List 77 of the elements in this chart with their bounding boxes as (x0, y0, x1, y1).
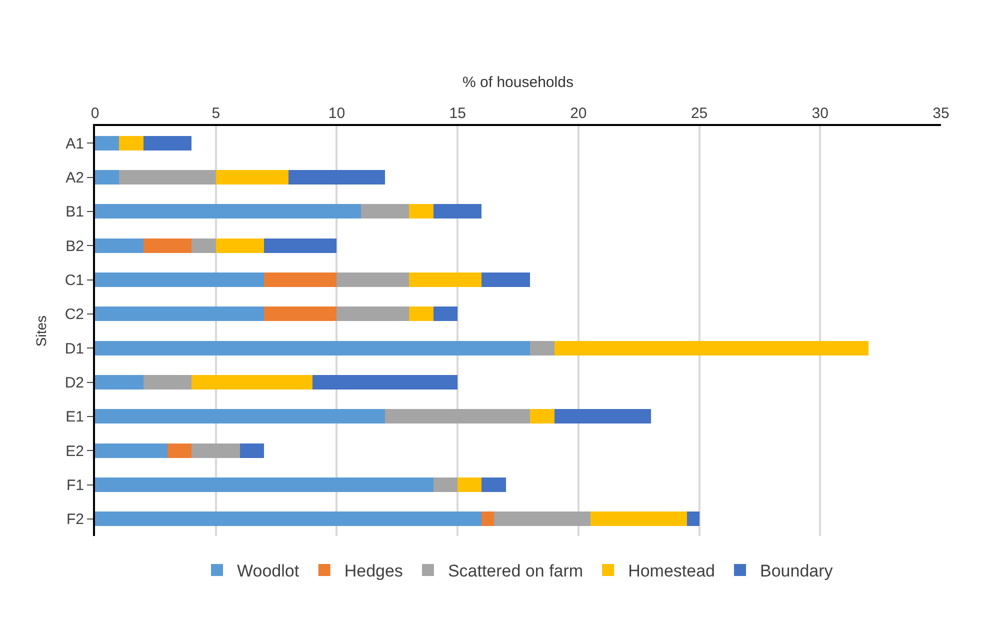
bar (312, 375, 458, 390)
x-tick-label: 5 (212, 105, 220, 122)
x-tick-label: 0 (90, 105, 100, 122)
bar (95, 136, 120, 150)
y-tick-label: C2 (64, 306, 84, 324)
bar (143, 238, 192, 253)
x-tick-label: 30 (812, 105, 828, 122)
bar (95, 238, 144, 253)
bar (119, 136, 144, 150)
y-tick-label: E2 (66, 442, 84, 460)
bar (95, 204, 361, 219)
x-axis-title: % of households (462, 74, 574, 91)
bar (554, 409, 651, 424)
y-tick-label: A1 (66, 135, 84, 152)
x-tick-label: 10 (328, 105, 346, 122)
bar (590, 512, 688, 526)
y-tick-label: A2 (66, 170, 84, 186)
bar (95, 170, 120, 184)
y-tick-label: F1 (66, 477, 84, 494)
bar (143, 375, 192, 390)
bar (687, 512, 700, 526)
y-tick-label: E1 (66, 408, 84, 426)
bar (192, 375, 313, 390)
bar (433, 306, 458, 322)
bar (95, 512, 482, 526)
bar (409, 272, 482, 287)
bar (409, 306, 434, 322)
bar (192, 443, 240, 458)
bar (240, 443, 264, 458)
y-axis-title: Sites (32, 315, 49, 347)
bar (168, 443, 192, 458)
bar (119, 170, 216, 184)
bar (458, 478, 482, 492)
bar (95, 272, 264, 287)
bar (482, 478, 506, 492)
bar (95, 478, 434, 492)
bar (95, 306, 264, 322)
bar (433, 204, 482, 219)
bar (336, 306, 410, 322)
bar (530, 409, 554, 424)
bar (95, 375, 144, 390)
bar (433, 478, 458, 492)
bar (409, 204, 434, 219)
x-tick-label: 35 (932, 105, 950, 122)
bar (264, 272, 337, 287)
legend-label: Hedges (344, 562, 403, 581)
bar (385, 409, 530, 424)
bar (494, 512, 591, 526)
legend-label: Homestead (628, 562, 716, 581)
bar (482, 272, 530, 287)
bar (482, 512, 494, 526)
bar (554, 340, 868, 356)
y-tick-label: B1 (66, 204, 84, 221)
x-tick-label: 20 (570, 105, 587, 122)
bar (95, 340, 530, 356)
bar (288, 170, 386, 184)
bar (143, 136, 192, 150)
legend-label: Boundary (760, 562, 834, 581)
legend-label: Scattered on farm (448, 562, 584, 581)
legend-label: Woodlot (237, 562, 300, 581)
bar (216, 170, 288, 184)
bar (530, 340, 554, 356)
x-tick-label: 25 (690, 105, 708, 122)
bar (264, 238, 337, 253)
bar (336, 272, 410, 287)
y-tick-label: D1 (64, 340, 84, 358)
bar (216, 238, 264, 253)
bar (360, 204, 410, 219)
bar (95, 443, 168, 458)
bar (264, 306, 337, 322)
x-tick-label: 15 (449, 105, 466, 122)
y-tick-label: B2 (66, 238, 84, 255)
bar (192, 238, 216, 253)
bar (95, 409, 386, 424)
y-tick-label: D2 (64, 374, 84, 392)
y-tick-label: C1 (64, 272, 84, 289)
y-tick-label: F2 (66, 511, 84, 528)
